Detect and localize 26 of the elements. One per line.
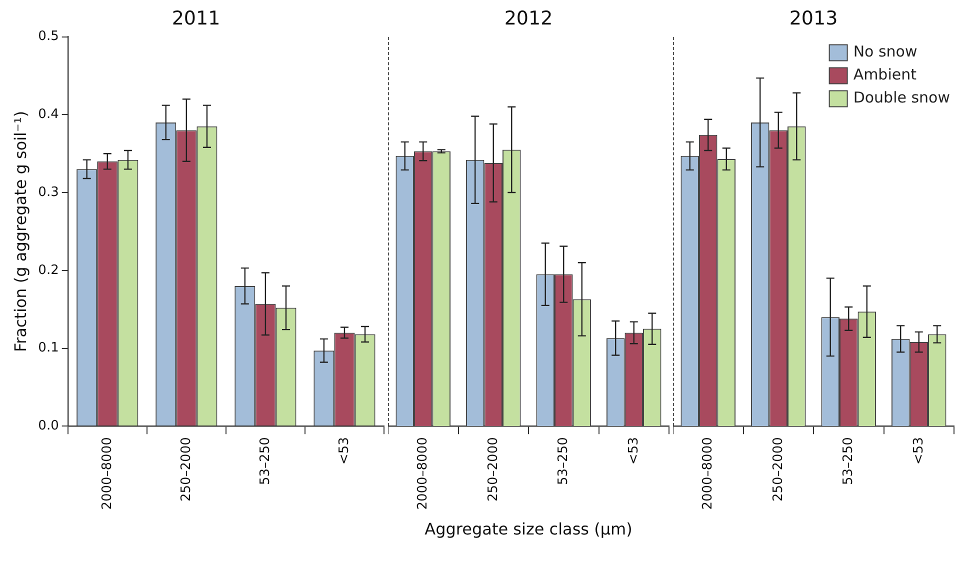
x-tick-label: 250–2000 xyxy=(770,437,786,502)
x-tick-label: <53 xyxy=(626,437,642,465)
x-tick-label: 2000–8000 xyxy=(416,437,430,510)
x-tick-label: <53 xyxy=(911,437,926,465)
x-axis-title: Aggregate size class (µm) xyxy=(424,520,632,539)
chart-title: 2012 xyxy=(504,7,553,30)
x-tick-label: <53 xyxy=(336,437,352,465)
x-tick-label: 250–2000 xyxy=(178,437,194,502)
x-tick-label: 53–250 xyxy=(841,437,856,485)
x-tick-label: 2000–8000 xyxy=(100,437,115,510)
y-tick-label: 0.0 xyxy=(38,418,59,434)
x-tick-label: 53–250 xyxy=(556,437,571,485)
legend-label: Ambient xyxy=(853,66,917,84)
x-tick-label: 250–2000 xyxy=(486,437,501,502)
legend-label: Double snow xyxy=(853,88,950,107)
x-tick-label: 2000–8000 xyxy=(700,437,716,510)
y-tick-label: 0.2 xyxy=(38,262,59,278)
chart-title: 2013 xyxy=(789,7,838,30)
legend-label: No snow xyxy=(853,42,918,61)
y-tick-label: 0.1 xyxy=(38,340,59,356)
y-tick-label: 0.3 xyxy=(38,184,59,200)
y-axis-title: Fraction (g aggregate g soil⁻¹) xyxy=(10,110,30,352)
chart-title: 2011 xyxy=(172,7,220,30)
x-tick-label: 53–250 xyxy=(258,437,273,485)
y-tick-label: 0.4 xyxy=(38,107,59,122)
y-tick-label: 0.5 xyxy=(38,29,59,44)
